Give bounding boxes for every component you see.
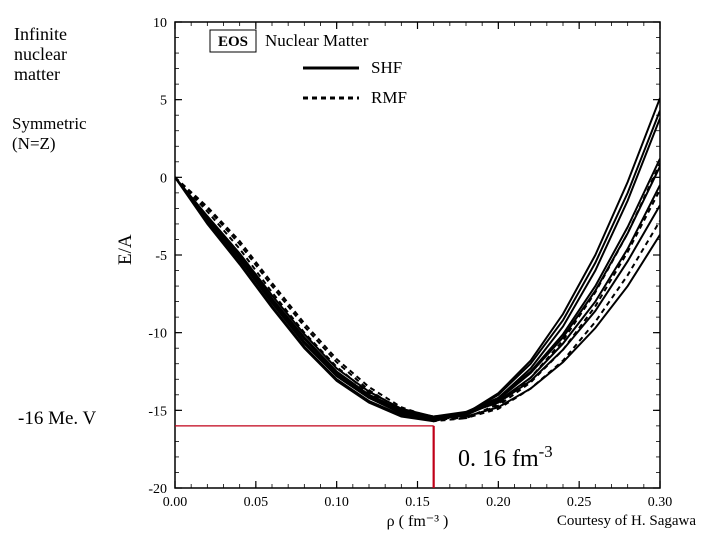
svg-text:0.05: 0.05	[244, 495, 269, 510]
svg-text:10: 10	[153, 16, 167, 31]
svg-text:5: 5	[160, 94, 167, 109]
svg-text:SHF: SHF	[371, 58, 402, 77]
svg-text:-20: -20	[148, 482, 167, 497]
svg-text:-10: -10	[148, 327, 167, 342]
svg-text:0.15: 0.15	[405, 495, 430, 510]
svg-text:0.00: 0.00	[163, 495, 188, 510]
svg-text:ρ ( fm⁻³ ): ρ ( fm⁻³ )	[387, 513, 449, 530]
svg-text:0: 0	[160, 171, 167, 186]
svg-text:0.10: 0.10	[324, 495, 349, 510]
svg-text:0.30: 0.30	[648, 495, 673, 510]
svg-text:RMF: RMF	[371, 88, 407, 107]
eos-chart: 0.00 0.05 0.10 0.15 0.20 0.25 0.30 -20 -15 -10 -5 0…	[0, 0, 720, 540]
svg-text:0.25: 0.25	[567, 495, 592, 510]
svg-text:EOS: EOS	[218, 34, 248, 50]
svg-text:Nuclear Matter: Nuclear Matter	[265, 31, 369, 50]
svg-text:-5: -5	[155, 249, 167, 264]
svg-text:-15: -15	[148, 404, 167, 419]
svg-text:0.20: 0.20	[486, 495, 511, 510]
